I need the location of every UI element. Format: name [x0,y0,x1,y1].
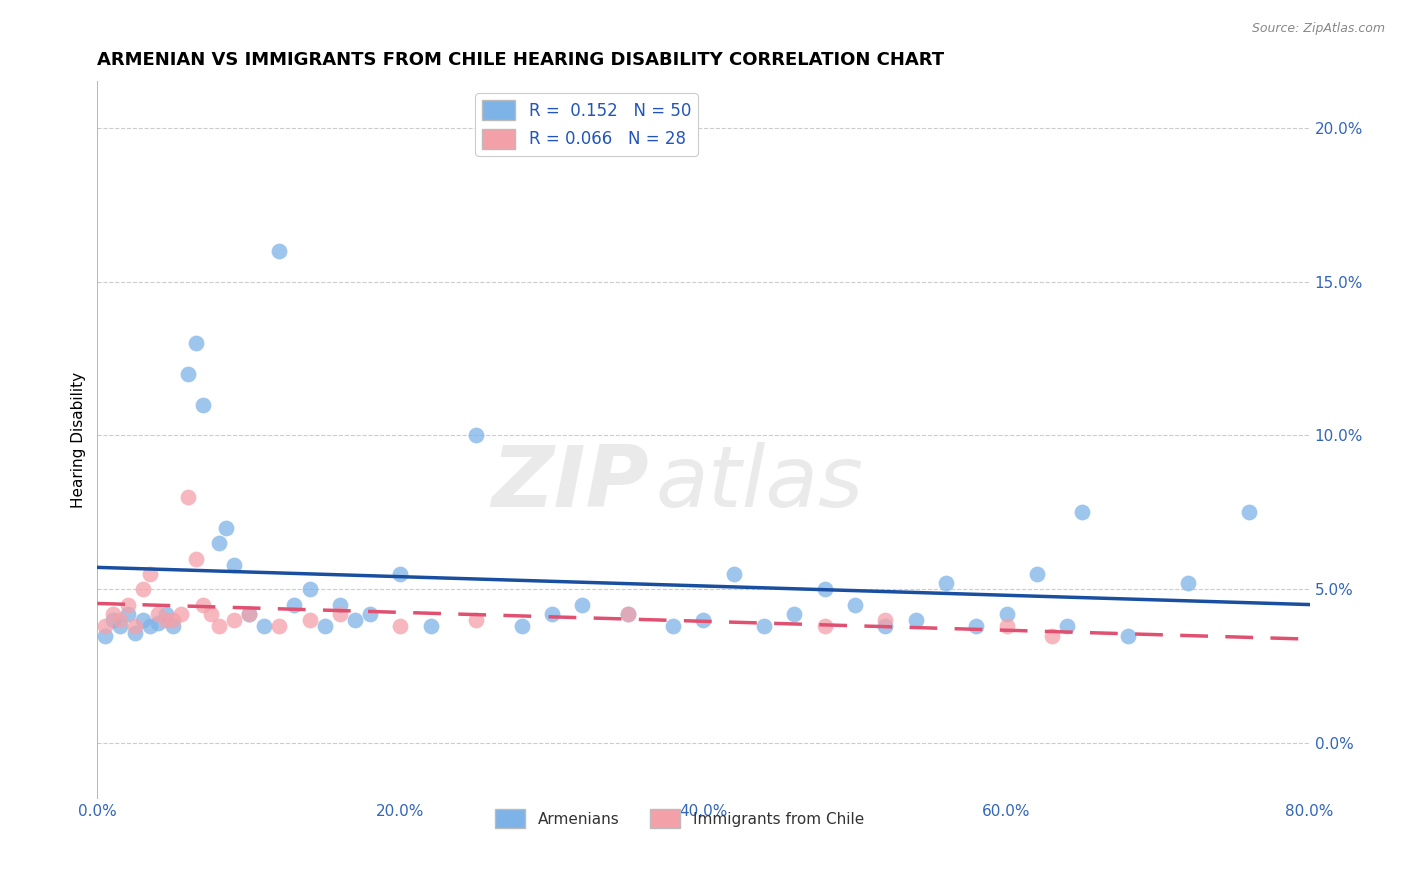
Text: atlas: atlas [655,442,863,524]
Point [132,582,155,597]
Point [184,336,207,351]
Point [904,613,927,627]
Point [389,567,412,582]
Point [389,619,412,633]
Point [146,616,169,631]
Point [238,607,260,621]
Point [875,619,897,633]
Point [995,607,1018,621]
Point [510,619,533,633]
Point [170,607,193,621]
Point [139,567,162,582]
Point [343,613,366,627]
Point [752,619,775,633]
Point [177,367,200,381]
Point [465,613,488,627]
Point [783,607,806,621]
Point [314,619,336,633]
Point [193,398,215,412]
Point [965,619,987,633]
Point [1025,567,1047,582]
Point [253,619,276,633]
Point [329,598,352,612]
Point [995,619,1018,633]
Point [162,613,184,627]
Point [1116,629,1139,643]
Point [935,576,957,591]
Point [1177,576,1199,591]
Point [814,619,837,633]
Point [571,598,593,612]
Point [844,598,866,612]
Point [108,619,131,633]
Point [814,582,837,597]
Point [101,613,124,627]
Point [117,598,139,612]
Point [541,607,564,621]
Point [692,613,714,627]
Point [269,619,291,633]
Point [200,607,222,621]
Point [184,551,207,566]
Point [207,536,229,550]
Text: Source: ZipAtlas.com: Source: ZipAtlas.com [1251,22,1385,36]
Point [875,613,897,627]
Point [193,598,215,612]
Point [101,607,124,621]
Point [139,619,162,633]
Point [222,558,245,572]
Point [329,607,352,621]
Point [162,619,184,633]
Point [283,598,305,612]
Point [1237,505,1260,519]
Point [132,613,155,627]
Point [117,607,139,621]
Point [616,607,638,621]
Point [359,607,381,621]
Point [155,613,177,627]
Y-axis label: Hearing Disability: Hearing Disability [72,372,86,508]
Text: ZIP: ZIP [491,442,650,524]
Point [662,619,685,633]
Point [124,625,146,640]
Point [238,607,260,621]
Point [298,613,321,627]
Point [207,619,229,633]
Legend: Armenians, Immigrants from Chile: Armenians, Immigrants from Chile [488,804,870,834]
Point [298,582,321,597]
Point [177,490,200,504]
Point [1040,629,1063,643]
Point [108,613,131,627]
Point [269,244,291,258]
Point [723,567,745,582]
Point [215,521,238,535]
Point [94,619,117,633]
Point [419,619,441,633]
Point [146,607,169,621]
Point [94,629,117,643]
Point [124,619,146,633]
Point [616,607,638,621]
Point [1056,619,1078,633]
Point [465,428,488,442]
Point [155,607,177,621]
Point [222,613,245,627]
Point [1071,505,1094,519]
Text: ARMENIAN VS IMMIGRANTS FROM CHILE HEARING DISABILITY CORRELATION CHART: ARMENIAN VS IMMIGRANTS FROM CHILE HEARIN… [97,51,945,69]
